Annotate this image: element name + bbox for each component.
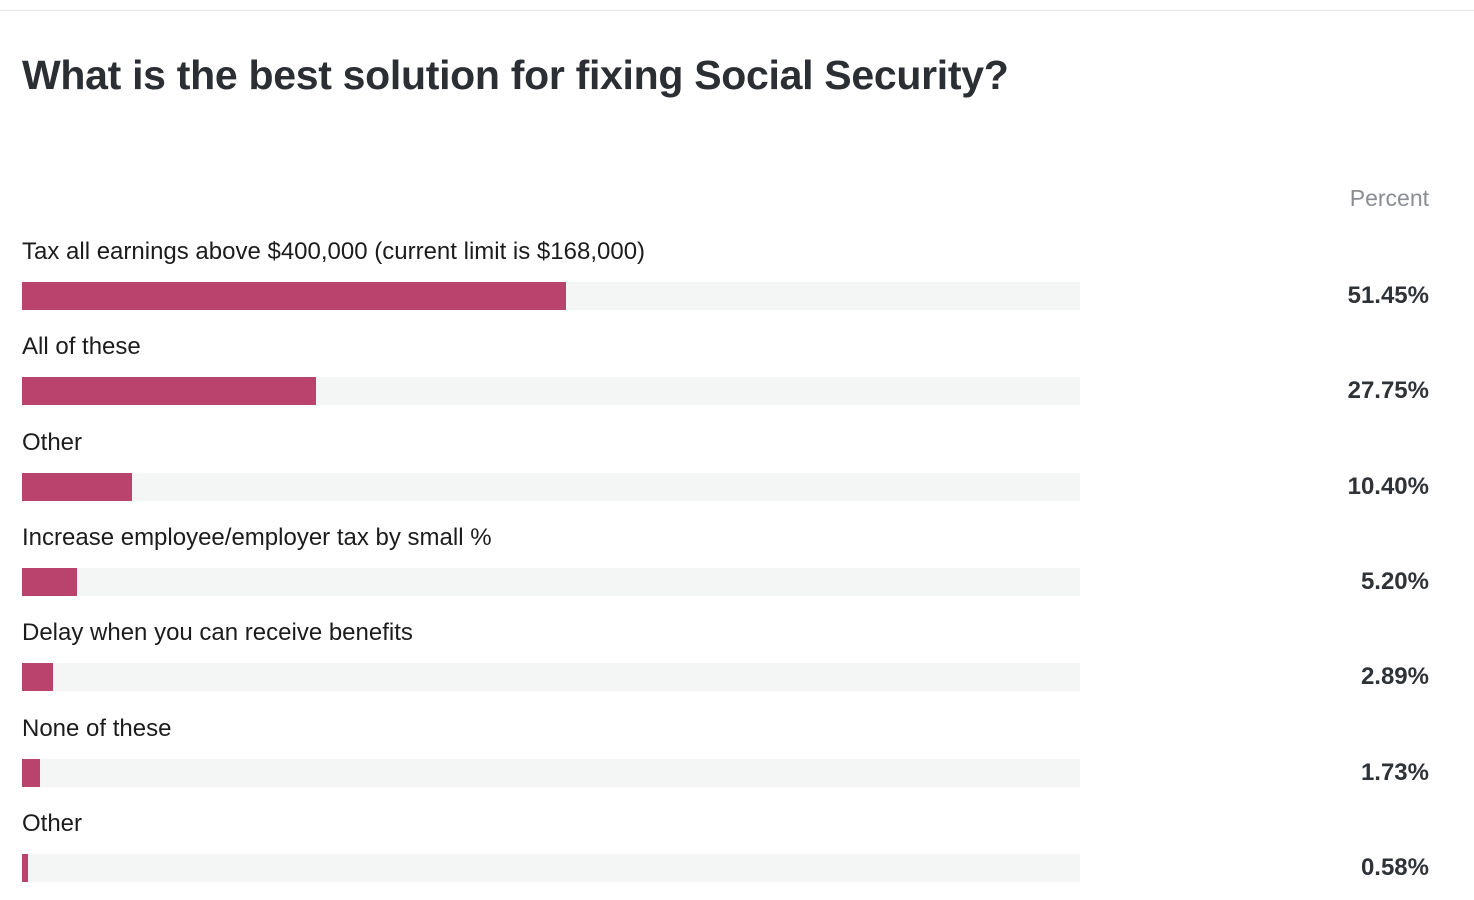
bar bbox=[22, 854, 29, 882]
bar-label: Increase employee/employer tax by small … bbox=[22, 524, 492, 551]
bar-value-label: 5.20% bbox=[1360, 568, 1429, 595]
bar-track bbox=[22, 854, 1080, 882]
bar bbox=[22, 473, 133, 501]
bar-value-label: 0.58% bbox=[1360, 854, 1429, 881]
bar-row: Increase employee/employer tax by small … bbox=[0, 524, 1474, 614]
bar bbox=[22, 759, 41, 787]
bar-value-label: 10.40% bbox=[1347, 473, 1429, 500]
chart-title: What is the best solution for fixing Soc… bbox=[22, 52, 1009, 98]
bar-row: Other 10.40% bbox=[0, 429, 1474, 519]
bar-label: Tax all earnings above $400,000 (current… bbox=[22, 238, 646, 265]
bar bbox=[22, 377, 316, 405]
bar-row: Other 0.58% bbox=[0, 810, 1474, 900]
bar-row: All of these 27.75% bbox=[0, 333, 1474, 423]
percent-column-header: Percent bbox=[1349, 185, 1429, 211]
bar-track bbox=[22, 377, 1080, 405]
top-divider bbox=[0, 10, 1474, 11]
bar-track bbox=[22, 282, 1080, 310]
bar-row: Delay when you can receive benefits 2.89% bbox=[0, 619, 1474, 709]
bar-track bbox=[22, 759, 1080, 787]
bar-track bbox=[22, 568, 1080, 596]
bar bbox=[22, 282, 567, 310]
bar-track bbox=[22, 663, 1080, 691]
bar-label: Delay when you can receive benefits bbox=[22, 619, 413, 646]
bar-label: None of these bbox=[22, 715, 172, 742]
bar-value-label: 27.75% bbox=[1347, 377, 1429, 404]
bar-value-label: 2.89% bbox=[1360, 663, 1429, 690]
bar-row: Tax all earnings above $400,000 (current… bbox=[0, 238, 1474, 328]
bar-value-label: 1.73% bbox=[1360, 759, 1429, 786]
bar-row: None of these 1.73% bbox=[0, 715, 1474, 805]
bar bbox=[22, 568, 78, 596]
bar-label: Other bbox=[22, 810, 83, 837]
bar-track bbox=[22, 473, 1080, 501]
bar-label: Other bbox=[22, 429, 83, 456]
bar bbox=[22, 663, 53, 691]
bar-value-label: 51.45% bbox=[1347, 282, 1429, 309]
bar-label: All of these bbox=[22, 333, 141, 360]
